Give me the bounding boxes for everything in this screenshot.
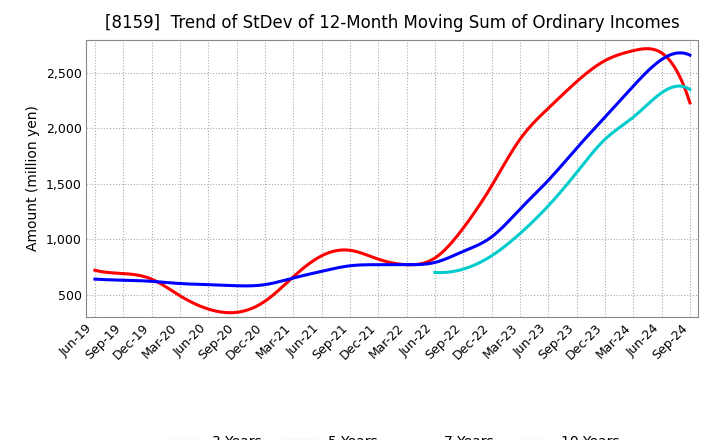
7 Years [647, 99, 655, 104]
3 Years [447, 241, 456, 246]
5 Years [93, 277, 102, 282]
3 Years [685, 100, 694, 106]
3 Years [445, 243, 454, 248]
3 Years [456, 228, 465, 234]
7 Years [436, 270, 444, 275]
7 Years [675, 84, 683, 89]
Line: 7 Years: 7 Years [435, 86, 690, 273]
Legend: 3 Years, 5 Years, 7 Years, 10 Years: 3 Years, 5 Years, 7 Years, 10 Years [161, 429, 624, 440]
7 Years [685, 87, 694, 92]
7 Years [662, 87, 671, 92]
5 Years [447, 254, 456, 259]
3 Years [93, 268, 102, 273]
3 Years [594, 62, 603, 67]
7 Years [431, 270, 440, 275]
3 Years [642, 46, 650, 51]
5 Years [685, 52, 694, 58]
5 Years [445, 255, 454, 260]
3 Years [632, 48, 641, 53]
5 Years [242, 283, 251, 289]
5 Years [594, 122, 603, 127]
3 Years [226, 310, 235, 315]
3 Years [91, 268, 99, 273]
5 Years [675, 50, 684, 55]
Line: 3 Years: 3 Years [95, 49, 690, 313]
7 Years [431, 270, 439, 275]
Title: [8159]  Trend of StDev of 12-Month Moving Sum of Ordinary Incomes: [8159] Trend of StDev of 12-Month Moving… [105, 15, 680, 33]
7 Years [582, 157, 591, 162]
5 Years [632, 81, 641, 86]
5 Years [456, 249, 465, 255]
7 Years [588, 151, 596, 156]
7 Years [583, 156, 592, 161]
5 Years [91, 276, 99, 282]
Y-axis label: Amount (million yen): Amount (million yen) [26, 105, 40, 251]
Line: 5 Years: 5 Years [95, 53, 690, 286]
